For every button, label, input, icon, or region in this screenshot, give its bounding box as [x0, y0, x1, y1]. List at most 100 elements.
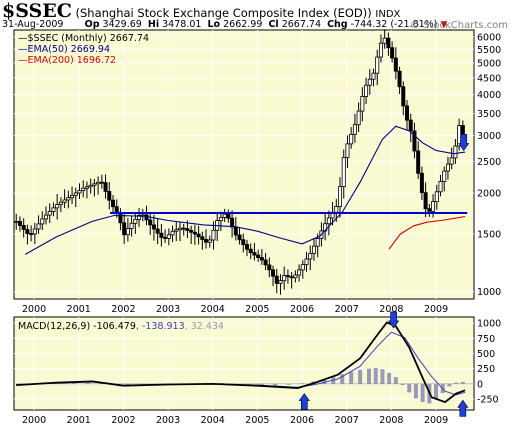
histogram-bar-29 — [373, 368, 378, 384]
candle-body-33 — [137, 214, 142, 220]
candle-body-103 — [397, 70, 402, 88]
candle-body-116 — [445, 163, 450, 172]
candle-body-99 — [382, 37, 387, 44]
chg-down-icon: ▼ — [440, 20, 448, 30]
candle-body-48 — [192, 231, 197, 235]
candle-body-80 — [311, 245, 316, 254]
histogram-bar-18 — [259, 383, 264, 386]
candle-body-111 — [427, 208, 432, 212]
histogram-bar-9 — [139, 383, 144, 385]
chart-title-row: $SSEC (Shanghai Stock Exchange Composite… — [2, 0, 400, 22]
price-y-tick-1500: 1500 — [477, 230, 501, 241]
candle-body-55 — [218, 216, 223, 221]
cl-label: Cl — [268, 19, 279, 30]
cl-value: 2667.74 — [281, 19, 322, 30]
histogram-bar-32 — [393, 377, 398, 384]
candle-body-53 — [211, 229, 216, 241]
candle-body-43 — [174, 229, 179, 232]
price-x-tick-2003: 2003 — [156, 304, 180, 315]
candle-body-47 — [189, 230, 194, 233]
candle-body-2 — [21, 225, 26, 230]
price-y-tick-5500: 5500 — [477, 45, 501, 56]
ohlc-quote: Op 3429.69 Hi 3478.01 Lo 2662.99 Cl 2667… — [67, 19, 448, 30]
histogram-bar-41 — [454, 382, 459, 384]
histogram-bar-28 — [367, 368, 372, 384]
candle-body-46 — [185, 228, 190, 231]
candle-body-73 — [285, 275, 290, 278]
candle-body-119 — [457, 125, 462, 147]
candle-body-37 — [151, 224, 156, 230]
candle-body-36 — [148, 219, 153, 226]
candle-body-89 — [345, 143, 350, 158]
candle-body-104 — [401, 86, 406, 107]
candle-body-79 — [308, 252, 313, 260]
candle-body-108 — [416, 150, 421, 174]
macd-x-tick-2002: 2002 — [111, 415, 135, 426]
candle-body-1 — [17, 220, 22, 226]
candle-body-65 — [256, 254, 261, 258]
macd-y-tick-250: 250 — [477, 364, 495, 375]
candle-body-6 — [36, 223, 41, 230]
candle-body-49 — [196, 233, 201, 238]
histogram-bar-20 — [286, 383, 291, 385]
candle-body-31 — [129, 222, 134, 229]
price-x-tick-2007: 2007 — [335, 304, 359, 315]
histogram-bar-21 — [300, 383, 305, 384]
candle-body-14 — [66, 197, 71, 201]
hi-label: Hi — [147, 19, 160, 30]
candle-body-61 — [241, 239, 246, 245]
price-x-tick-2009: 2009 — [424, 304, 448, 315]
candle-body-8 — [44, 214, 49, 220]
candle-body-21 — [92, 183, 97, 186]
price-x-tick-2005: 2005 — [245, 304, 269, 315]
chg-value: -744.32 (-21.81%) — [350, 19, 438, 30]
histogram-bar-35 — [413, 383, 418, 399]
candle-body-84 — [326, 217, 331, 225]
price-legend-title: —$SSEC (Monthly) 2667.74 — [18, 33, 149, 44]
candle-body-69 — [271, 269, 276, 277]
candle-body-93 — [360, 96, 365, 112]
brand-watermark: © StockCharts.com — [409, 20, 508, 31]
chg-label: Chg — [327, 19, 348, 30]
macd-y-tick-500: 500 — [477, 349, 495, 360]
candle-body-88 — [341, 156, 346, 188]
candle-body-10 — [51, 207, 56, 212]
macd-x-tick-2001: 2001 — [67, 415, 91, 426]
price-panel-bg — [13, 29, 475, 300]
candle-body-117 — [449, 157, 454, 165]
candle-body-91 — [352, 124, 357, 135]
candle-body-100 — [386, 37, 391, 49]
candle-body-96 — [371, 72, 376, 80]
candle-body-59 — [233, 226, 238, 236]
macd-legend-value: MACD(12,26,9) -106.479 — [18, 321, 136, 332]
candle-body-24 — [103, 182, 108, 192]
histogram-bar-31 — [387, 372, 392, 384]
macd-y-tick--250: -250 — [477, 395, 499, 406]
histogram-legend-value: , 32.434 — [185, 321, 224, 332]
macd-x-tick-2003: 2003 — [156, 415, 180, 426]
candle-body-75 — [293, 274, 298, 279]
symbol: $SSEC — [2, 0, 72, 22]
histogram-bar-36 — [420, 383, 425, 403]
macd-x-tick-2007: 2007 — [335, 415, 359, 426]
security-name: (Shanghai Stock Exchange Composite Index… — [75, 6, 372, 20]
candle-body-101 — [390, 47, 395, 59]
histogram-bar-27 — [358, 369, 363, 384]
candle-body-41 — [166, 234, 171, 239]
candle-body-98 — [378, 42, 383, 58]
candle-body-64 — [252, 252, 257, 256]
candle-body-66 — [259, 257, 264, 261]
ema50-legend: —EMA(50) 2669.94 — [18, 44, 110, 55]
price-y-tick-2000: 2000 — [477, 189, 501, 200]
quote-date: 31-Aug-2009 — [2, 19, 64, 30]
histogram-bar-23 — [322, 379, 327, 384]
hi-value: 3478.01 — [162, 19, 202, 30]
price-y-tick-2500: 2500 — [477, 157, 501, 168]
candle-body-45 — [181, 227, 186, 230]
candle-body-52 — [207, 239, 212, 243]
signal-legend-value: , -138.913 — [136, 321, 185, 332]
candle-body-22 — [96, 181, 101, 185]
candle-body-29 — [122, 222, 127, 236]
candle-body-27 — [114, 206, 119, 214]
